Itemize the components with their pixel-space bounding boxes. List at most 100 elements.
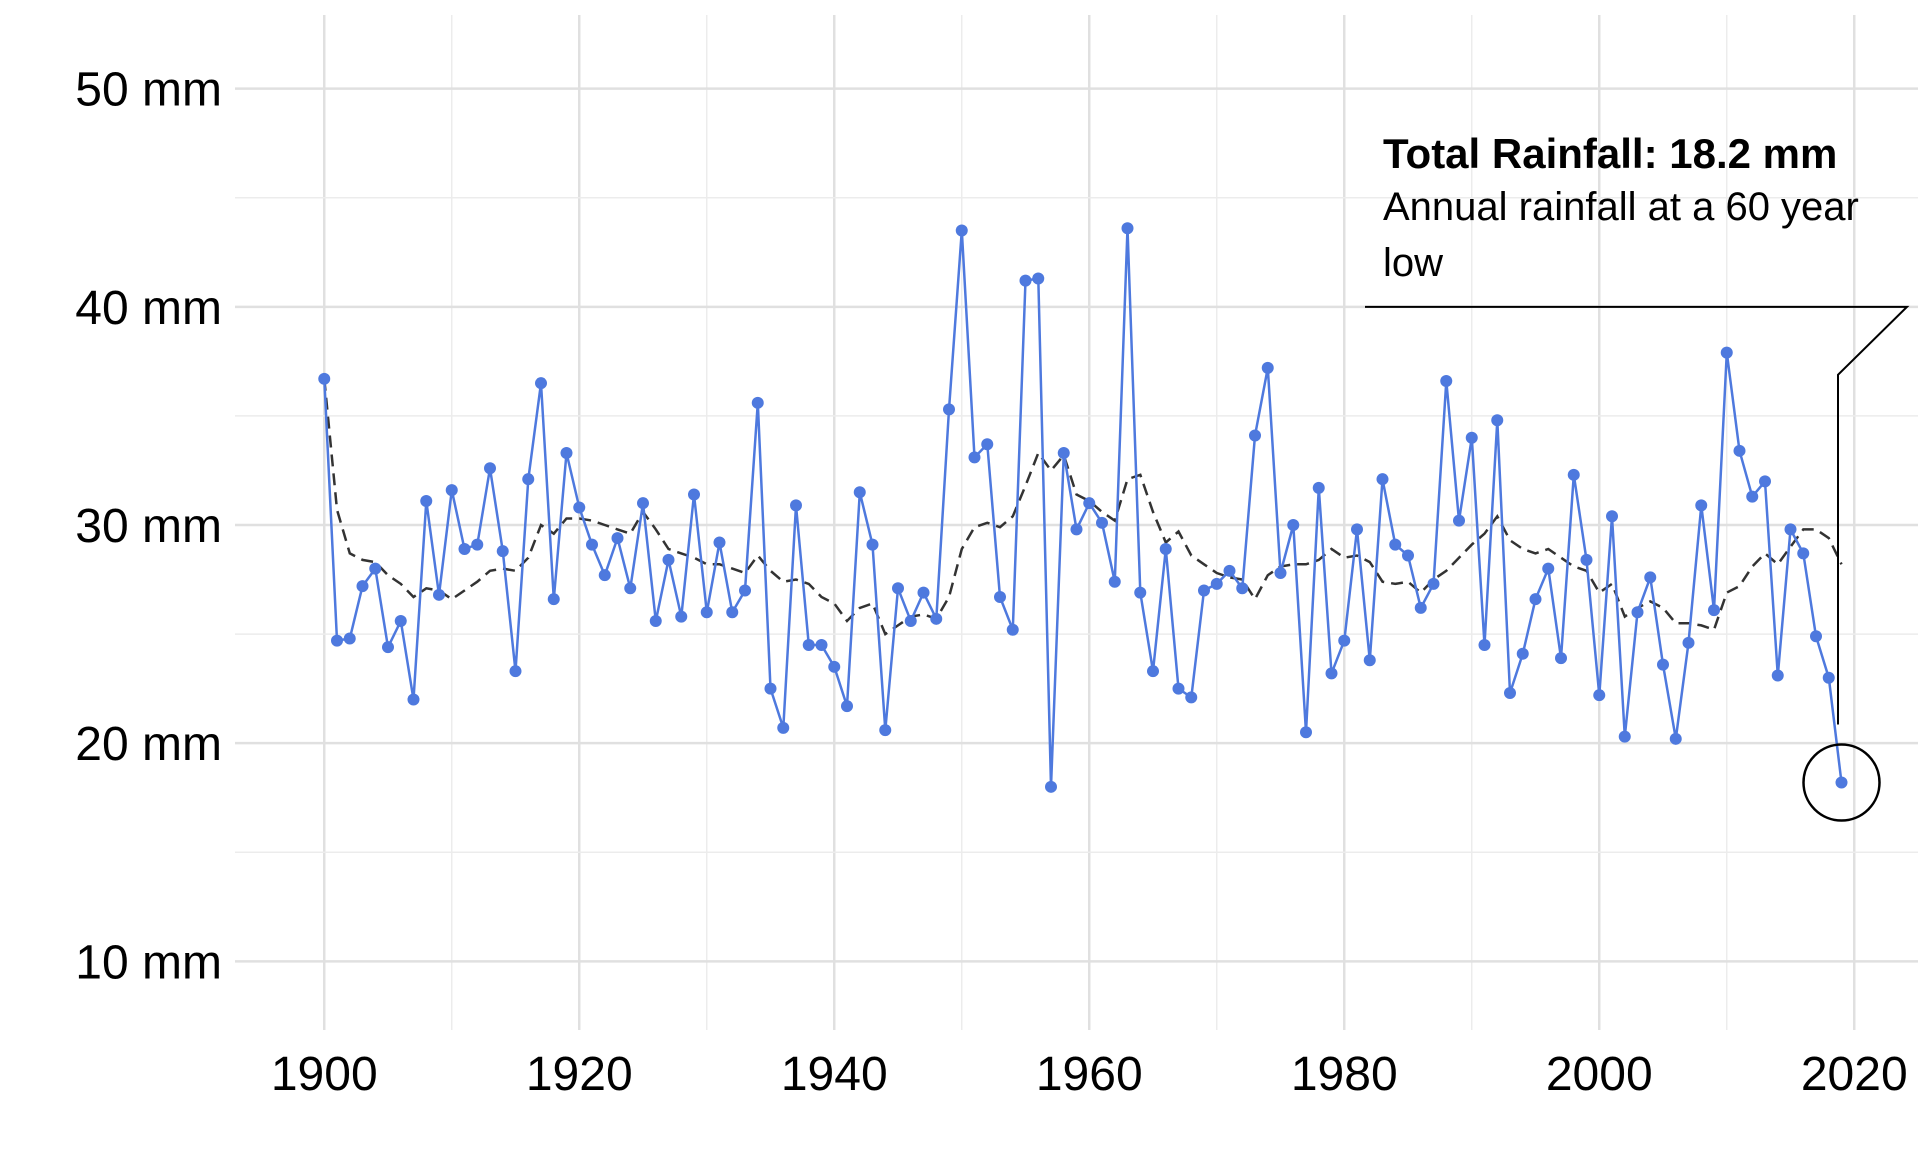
rainfall-point (1236, 582, 1249, 595)
rainfall-point (1427, 577, 1440, 590)
rainfall-point (1733, 444, 1746, 457)
rainfall-point (726, 606, 739, 619)
x-tick-label: 1980 (1291, 1048, 1398, 1101)
rainfall-point (611, 532, 624, 545)
rainfall-point (382, 641, 394, 654)
y-tick-label: 30 mm (75, 500, 222, 553)
rainfall-point (1338, 634, 1351, 647)
rainfall-line (323, 227, 1843, 789)
rainfall-point (1580, 553, 1593, 566)
rainfall-point (943, 403, 955, 416)
annotation-text-line-2: low (1383, 241, 1443, 285)
rainfall-point (522, 473, 535, 486)
y-axis-tick-labels: 10 mm 20 mm 30 mm 40 mm 50 mm (75, 64, 222, 990)
rainfall-point (1759, 475, 1771, 488)
rainfall-point (1402, 549, 1414, 562)
rainfall-point (1491, 414, 1504, 427)
rainfall-point (815, 639, 828, 651)
rainfall-point (1249, 429, 1261, 442)
rainfall-point (1223, 564, 1236, 577)
rainfall-point (331, 634, 343, 647)
rainfall-point (433, 588, 445, 601)
annotation-text-line-1: Annual rainfall at a 60 year (1383, 185, 1859, 229)
rainfall-point (624, 582, 637, 595)
rainfall-point (764, 682, 777, 695)
rainfall-point (892, 582, 904, 595)
rainfall-point (1108, 575, 1121, 588)
rainfall-point (1529, 593, 1542, 606)
rainfall-point (343, 632, 356, 645)
rainfall-point (445, 484, 458, 497)
rainfall-point (1453, 514, 1465, 527)
rainfall-point (751, 396, 764, 409)
rainfall-point (535, 377, 547, 390)
rainfall-point (1019, 274, 1032, 287)
rainfall-point (955, 224, 968, 237)
rainfall-point (1376, 473, 1389, 486)
rainfall-point (420, 495, 433, 507)
rainfall-point (1708, 604, 1720, 617)
rainfall-point (586, 538, 598, 551)
rainfall-point (509, 665, 522, 678)
rainfall-point (1159, 543, 1172, 555)
rainfall-point (828, 660, 841, 673)
rainfall-point (662, 553, 675, 566)
rainfall-point (1669, 732, 1682, 745)
rainfall-point (458, 543, 471, 555)
rainfall-point (1720, 346, 1733, 359)
rainfall-point (1810, 630, 1822, 643)
rainfall-point (1644, 571, 1657, 584)
rainfall-point (1516, 647, 1529, 660)
rainfall-point (1618, 730, 1631, 743)
rainfall-point (471, 538, 484, 551)
rainfall-point (573, 501, 586, 514)
x-tick-label: 1940 (781, 1048, 888, 1101)
rainfall-point (777, 721, 790, 734)
rainfall-point (1414, 601, 1427, 614)
annotation: Total Rainfall: 18.2 mm Annual rainfall … (1365, 130, 1910, 822)
rainfall-point (1198, 584, 1210, 597)
x-tick-label: 2020 (1801, 1048, 1908, 1101)
rainfall-point (1657, 658, 1669, 671)
rainfall-point (1134, 586, 1147, 599)
rainfall-point (739, 584, 751, 597)
rainfall-point (1695, 499, 1708, 512)
series-group (318, 222, 1848, 793)
y-tick-label: 10 mm (75, 936, 222, 989)
rainfall-point (1606, 510, 1618, 523)
rainfall-point (407, 693, 420, 706)
rainfall-point (1465, 431, 1478, 444)
rainfall-point (1172, 682, 1185, 695)
rainfall-point (1096, 516, 1108, 529)
annotation-highlight-circle (1802, 743, 1881, 822)
y-tick-label: 20 mm (75, 718, 222, 771)
rainfall-point (1746, 490, 1759, 503)
annotation-title: Total Rainfall: 18.2 mm (1383, 130, 1837, 177)
rainfall-point (1312, 481, 1325, 494)
rainfall-point (1147, 665, 1159, 678)
rainfall-point (1631, 606, 1644, 619)
rainfall-point (700, 606, 713, 619)
rainfall-point (713, 536, 726, 549)
rainfall-point (1300, 726, 1312, 739)
rainfall-point (369, 562, 382, 575)
rainfall-point (981, 438, 994, 451)
rainfall-point (904, 615, 917, 627)
rainfall-point (917, 586, 930, 599)
rainfall-point (841, 700, 853, 713)
rainfall-point (1287, 519, 1300, 531)
rainfall-point (1274, 567, 1287, 579)
rainfall-point (637, 497, 649, 510)
grid (235, 15, 1918, 1030)
rainfall-point (1351, 523, 1363, 536)
rainfall-point (1542, 562, 1555, 575)
rainfall-point (1682, 636, 1695, 649)
rainfall-point (1797, 547, 1810, 560)
rainfall-point (879, 724, 892, 737)
rainfall-point (1504, 687, 1516, 699)
rainfall-point (1478, 639, 1491, 651)
rainfall-point (1835, 776, 1848, 789)
rainfall-point (356, 580, 369, 593)
rainfall-point (1325, 667, 1338, 680)
